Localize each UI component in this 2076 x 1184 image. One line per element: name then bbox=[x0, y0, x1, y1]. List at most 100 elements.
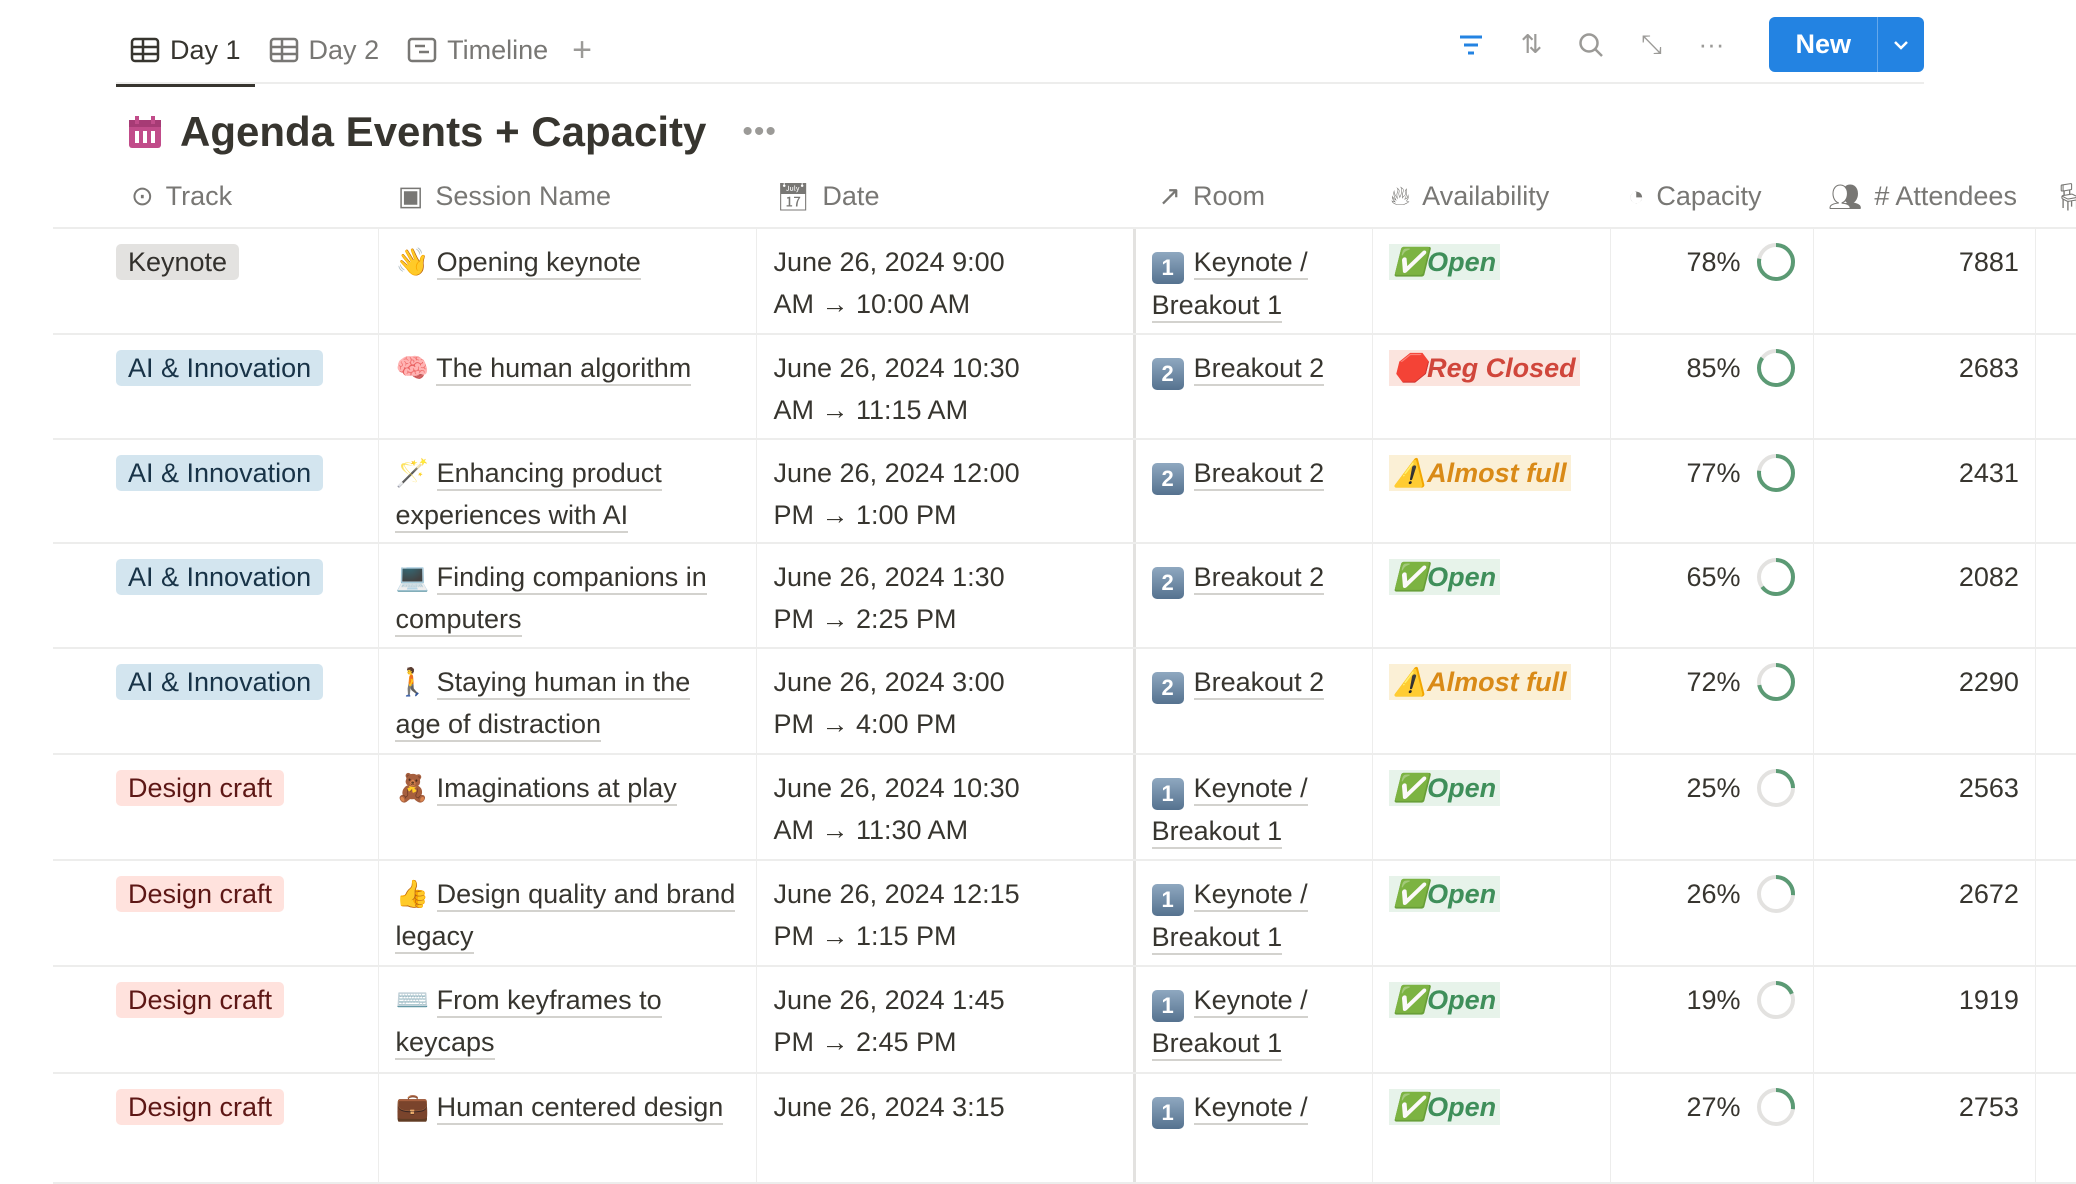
table-row[interactable]: Design craft 🧸 Imaginations at play June… bbox=[53, 755, 2076, 861]
table-row[interactable]: AI & Innovation 🧠 The human algorithm Ju… bbox=[53, 335, 2076, 440]
expand-icon[interactable]: ⤡ bbox=[1641, 28, 1662, 59]
availability-cell[interactable]: ✅Open bbox=[1373, 1074, 1612, 1182]
room-cell[interactable]: 2 Breakout 2 bbox=[1136, 544, 1374, 647]
table-row[interactable]: Design craft 💼 Human centered design Jun… bbox=[53, 1074, 2076, 1184]
attendees-cell[interactable]: 2683 bbox=[1814, 335, 2036, 438]
availability-cell[interactable]: ⚠️Almost full bbox=[1373, 440, 1612, 542]
date-cell[interactable]: June 26, 2024 9:00 AM → 10:00 AM bbox=[757, 229, 1136, 333]
date-cell[interactable]: June 26, 2024 12:15 PM → 1:15 PM bbox=[757, 861, 1136, 965]
seat-cell[interactable] bbox=[2036, 755, 2076, 859]
room-cell[interactable]: 1 Keynote / Breakout 1 bbox=[1136, 229, 1374, 333]
seat-cell[interactable] bbox=[2036, 967, 2076, 1072]
session-cell[interactable]: 💼 Human centered design bbox=[379, 1074, 758, 1182]
session-cell[interactable]: 💻 Finding companions in computers bbox=[379, 544, 758, 647]
room-link[interactable]: Keynote / Breakout 1 bbox=[1151, 247, 1308, 323]
availability-cell[interactable]: ✅Open bbox=[1373, 229, 1612, 333]
capacity-cell[interactable]: 78% bbox=[1611, 229, 1814, 333]
tab-day-1[interactable]: Day 1 bbox=[116, 23, 255, 87]
session-name-link[interactable]: From keyframes to keycaps bbox=[395, 985, 662, 1060]
attendees-cell[interactable]: 2290 bbox=[1814, 649, 2036, 753]
add-view-button[interactable]: + bbox=[572, 30, 592, 69]
column-header-attendees[interactable]: 👥︎ # Attendees bbox=[1814, 166, 2036, 227]
room-link[interactable]: Keynote / Breakout 1 bbox=[1151, 985, 1308, 1061]
session-name-link[interactable]: Staying human in the age of distraction bbox=[395, 667, 691, 742]
session-name-link[interactable]: Opening keynote bbox=[436, 247, 641, 280]
capacity-cell[interactable]: 26% bbox=[1611, 861, 1814, 965]
room-link[interactable]: Breakout 2 bbox=[1193, 667, 1325, 700]
attendees-cell[interactable]: 2431 bbox=[1814, 440, 2036, 542]
more-icon[interactable]: ••• bbox=[742, 115, 777, 148]
capacity-cell[interactable]: 85% bbox=[1611, 335, 1814, 438]
session-name-link[interactable]: Imaginations at play bbox=[436, 773, 677, 806]
track-cell[interactable]: Design craft bbox=[53, 755, 380, 859]
table-row[interactable]: Keynote 👋 Opening keynote June 26, 2024 … bbox=[53, 229, 2076, 335]
session-name-link[interactable]: Enhancing product experiences with AI bbox=[395, 458, 662, 533]
attendees-cell[interactable]: 2753 bbox=[1814, 1074, 2036, 1182]
table-row[interactable]: AI & Innovation 🚶 Staying human in the a… bbox=[53, 649, 2076, 755]
availability-cell[interactable]: ✅Open bbox=[1373, 544, 1612, 647]
date-cell[interactable]: June 26, 2024 10:30 AM → 11:30 AM bbox=[757, 755, 1136, 859]
room-cell[interactable]: 2 Breakout 2 bbox=[1136, 649, 1374, 753]
track-cell[interactable]: Keynote bbox=[53, 229, 380, 333]
availability-cell[interactable]: ✅Open bbox=[1373, 967, 1612, 1072]
room-cell[interactable]: 2 Breakout 2 bbox=[1136, 440, 1374, 542]
track-cell[interactable]: AI & Innovation bbox=[53, 649, 380, 753]
column-header-capacity[interactable]: ◔ Capacity bbox=[1612, 166, 1814, 227]
session-name-link[interactable]: Human centered design bbox=[436, 1092, 724, 1125]
session-cell[interactable]: 🪄 Enhancing product experiences with AI bbox=[379, 440, 758, 542]
room-cell[interactable]: 1 Keynote / Breakout 1 bbox=[1136, 861, 1374, 965]
table-row[interactable]: Design craft 👍 Design quality and brand … bbox=[53, 861, 2076, 967]
date-cell[interactable]: June 26, 2024 10:30 AM → 11:15 AM bbox=[757, 335, 1136, 438]
column-header-session[interactable]: ▣ Session Name bbox=[380, 166, 758, 227]
room-link[interactable]: Breakout 2 bbox=[1193, 562, 1325, 595]
search-icon[interactable] bbox=[1575, 29, 1607, 61]
capacity-cell[interactable]: 25% bbox=[1611, 755, 1814, 859]
column-header-room[interactable]: ↗ Room bbox=[1136, 166, 1374, 227]
table-row[interactable]: AI & Innovation 💻 Finding companions in … bbox=[53, 544, 2076, 649]
tab-timeline[interactable]: Timeline bbox=[393, 23, 562, 77]
seat-cell[interactable] bbox=[2036, 861, 2076, 965]
track-cell[interactable]: AI & Innovation bbox=[53, 440, 380, 542]
date-cell[interactable]: June 26, 2024 3:00 PM → 4:00 PM bbox=[757, 649, 1136, 753]
new-button-label[interactable]: New bbox=[1769, 17, 1878, 72]
date-cell[interactable]: June 26, 2024 12:00 PM → 1:00 PM bbox=[757, 440, 1136, 542]
capacity-cell[interactable]: 72% bbox=[1611, 649, 1814, 753]
capacity-cell[interactable]: 19% bbox=[1611, 967, 1814, 1072]
tab-day-2[interactable]: Day 2 bbox=[255, 23, 394, 77]
room-cell[interactable]: 1 Keynote / bbox=[1136, 1074, 1374, 1182]
attendees-cell[interactable]: 1919 bbox=[1814, 967, 2036, 1072]
date-cell[interactable]: June 26, 2024 3:15 bbox=[757, 1074, 1136, 1182]
capacity-cell[interactable]: 77% bbox=[1611, 440, 1814, 542]
session-cell[interactable]: 🧸 Imaginations at play bbox=[379, 755, 758, 859]
attendees-cell[interactable]: 7881 bbox=[1814, 229, 2036, 333]
session-cell[interactable]: 👍 Design quality and brand legacy bbox=[379, 861, 758, 965]
date-cell[interactable]: June 26, 2024 1:30 PM → 2:25 PM bbox=[757, 544, 1136, 647]
sort-icon[interactable]: ⇅ bbox=[1520, 29, 1543, 59]
column-header-availability[interactable]: 🔥︎ Availability bbox=[1374, 166, 1612, 227]
column-header-seat[interactable]: 🪑︎ bbox=[2036, 166, 2076, 227]
track-cell[interactable]: Design craft bbox=[53, 1074, 380, 1182]
seat-cell[interactable] bbox=[2036, 1074, 2076, 1182]
new-button[interactable]: New bbox=[1769, 17, 1924, 72]
room-link[interactable]: Breakout 2 bbox=[1193, 353, 1325, 386]
filter-icon[interactable] bbox=[1455, 29, 1487, 61]
availability-cell[interactable]: ✅Open bbox=[1373, 755, 1612, 859]
room-link[interactable]: Keynote / Breakout 1 bbox=[1151, 879, 1308, 955]
room-cell[interactable]: 1 Keynote / Breakout 1 bbox=[1136, 967, 1374, 1072]
session-cell[interactable]: 🧠 The human algorithm bbox=[379, 335, 758, 438]
room-link[interactable]: Keynote / bbox=[1193, 1092, 1308, 1125]
more-icon[interactable]: ··· bbox=[1698, 29, 1725, 59]
seat-cell[interactable] bbox=[2036, 440, 2076, 542]
session-cell[interactable]: 👋 Opening keynote bbox=[379, 229, 758, 333]
room-link[interactable]: Keynote / Breakout 1 bbox=[1151, 773, 1308, 849]
availability-cell[interactable]: ✅Open bbox=[1373, 861, 1612, 965]
seat-cell[interactable] bbox=[2036, 335, 2076, 438]
session-cell[interactable]: 🚶 Staying human in the age of distractio… bbox=[379, 649, 758, 753]
track-cell[interactable]: Design craft bbox=[53, 861, 380, 965]
attendees-cell[interactable]: 2563 bbox=[1814, 755, 2036, 859]
track-cell[interactable]: Design craft bbox=[53, 967, 380, 1072]
session-name-link[interactable]: The human algorithm bbox=[436, 353, 692, 386]
chevron-down-icon[interactable] bbox=[1878, 17, 1924, 72]
session-cell[interactable]: ⌨️ From keyframes to keycaps bbox=[379, 967, 758, 1072]
session-name-link[interactable]: Design quality and brand legacy bbox=[395, 879, 736, 954]
